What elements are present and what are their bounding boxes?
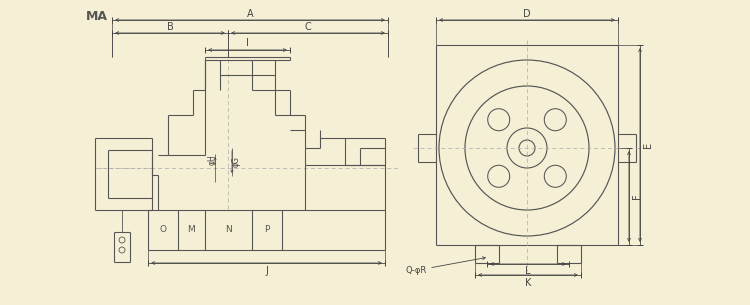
Text: MA: MA: [86, 9, 108, 23]
Text: P: P: [264, 225, 270, 235]
Text: D: D: [524, 9, 531, 19]
Text: A: A: [247, 9, 254, 19]
Text: Q-φR: Q-φR: [405, 257, 485, 275]
Text: M: M: [188, 225, 195, 235]
Text: F: F: [632, 194, 642, 199]
Text: C: C: [304, 22, 311, 32]
Text: K: K: [525, 278, 531, 288]
Text: B: B: [166, 22, 173, 32]
Text: N: N: [225, 225, 232, 235]
Text: O: O: [160, 225, 166, 235]
Text: J: J: [265, 266, 268, 276]
Text: φH: φH: [208, 155, 217, 165]
Text: L: L: [525, 266, 531, 276]
Text: I: I: [246, 38, 249, 48]
Text: φG: φG: [232, 156, 241, 167]
Text: E: E: [643, 142, 653, 148]
